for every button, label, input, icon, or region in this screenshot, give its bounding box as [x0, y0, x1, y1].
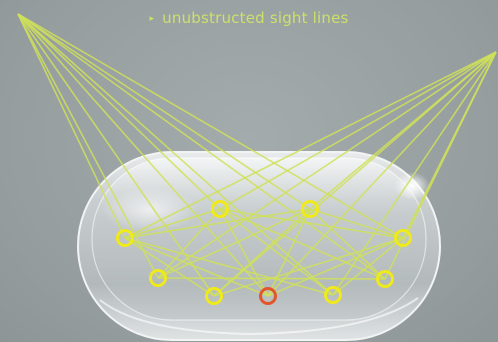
seat-ring-icon-9	[376, 270, 394, 288]
seat-ring-icon-6	[205, 287, 223, 305]
cross-line-17	[219, 208, 334, 296]
sight-line-left-9	[17, 13, 386, 280]
cross-line-9	[267, 237, 404, 297]
highlighted-seat-ring-icon	[259, 287, 277, 305]
sight-line-left-2	[17, 13, 221, 210]
cross-line-8	[332, 237, 404, 296]
sight-line-right-2	[219, 51, 497, 210]
cross-line-15	[309, 208, 386, 280]
cross-line-1	[124, 208, 221, 239]
caption: ▸ unubstructed sight lines	[0, 9, 498, 27]
sight-line-left-5	[17, 13, 159, 279]
cross-line-12	[157, 208, 311, 279]
caption-bullet-icon: ▸	[149, 14, 155, 24]
cross-line-10	[213, 237, 404, 297]
cross-line-13	[157, 277, 386, 280]
cross-line-6	[309, 208, 404, 239]
sight-line-left-3	[17, 13, 311, 210]
seat-ring-icon-2	[211, 200, 229, 218]
sight-line-left-6	[17, 13, 215, 297]
sight-lines	[17, 13, 497, 297]
sight-line-right-5	[157, 51, 497, 279]
sight-line-right-6	[213, 51, 497, 297]
seat-ring-icon-8	[324, 286, 342, 304]
cross-line-7	[219, 208, 404, 239]
seat-markers	[116, 200, 412, 305]
cross-line-16	[213, 208, 311, 297]
caption-text: unubstructed sight lines	[162, 9, 349, 27]
cross-line-5	[124, 237, 334, 296]
cross-line-3	[124, 237, 215, 297]
seat-ring-icon-4	[394, 229, 412, 247]
cross-line-18	[219, 208, 269, 297]
sight-line-left-1	[17, 13, 126, 239]
sight-line-left-8	[17, 13, 334, 296]
sight-line-right-1	[124, 51, 497, 239]
cross-line-11	[157, 208, 221, 279]
seat-ring-icon-5	[149, 269, 167, 287]
sight-line-right-9	[384, 51, 497, 280]
cross-line-2	[124, 208, 311, 239]
cross-line-14	[219, 208, 386, 280]
sight-line-right-7	[267, 51, 497, 297]
sight-line-left-7	[17, 13, 269, 297]
seat-ring-icon-3	[301, 200, 319, 218]
sight-line-right-8	[332, 51, 497, 296]
sight-line-left-4	[17, 13, 404, 239]
cross-line-19	[267, 208, 311, 297]
seat-ring-icon-1	[116, 229, 134, 247]
